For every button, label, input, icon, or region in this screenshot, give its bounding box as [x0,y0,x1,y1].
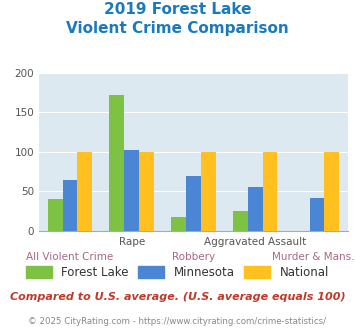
Bar [201,152,216,231]
Bar [263,152,278,231]
Text: Compared to U.S. average. (U.S. average equals 100): Compared to U.S. average. (U.S. average … [10,292,345,302]
Text: Rape: Rape [119,237,145,248]
Text: 2019 Forest Lake: 2019 Forest Lake [104,2,251,16]
Bar [139,152,154,231]
Bar [77,152,92,231]
Bar [62,180,77,231]
Bar [48,199,62,231]
Bar [124,150,139,231]
Text: © 2025 CityRating.com - https://www.cityrating.com/crime-statistics/: © 2025 CityRating.com - https://www.city… [28,317,327,326]
Bar [171,217,186,231]
Bar [248,187,263,231]
Text: All Violent Crime: All Violent Crime [26,251,114,262]
Text: Murder & Mans...: Murder & Mans... [272,251,355,262]
Text: Robbery: Robbery [172,251,215,262]
Text: Aggravated Assault: Aggravated Assault [204,237,306,248]
Bar [310,198,324,231]
Bar [233,211,248,231]
Bar [324,152,339,231]
Legend: Forest Lake, Minnesota, National: Forest Lake, Minnesota, National [21,262,334,284]
Text: Violent Crime Comparison: Violent Crime Comparison [66,21,289,36]
Bar [109,95,124,231]
Bar [186,176,201,231]
